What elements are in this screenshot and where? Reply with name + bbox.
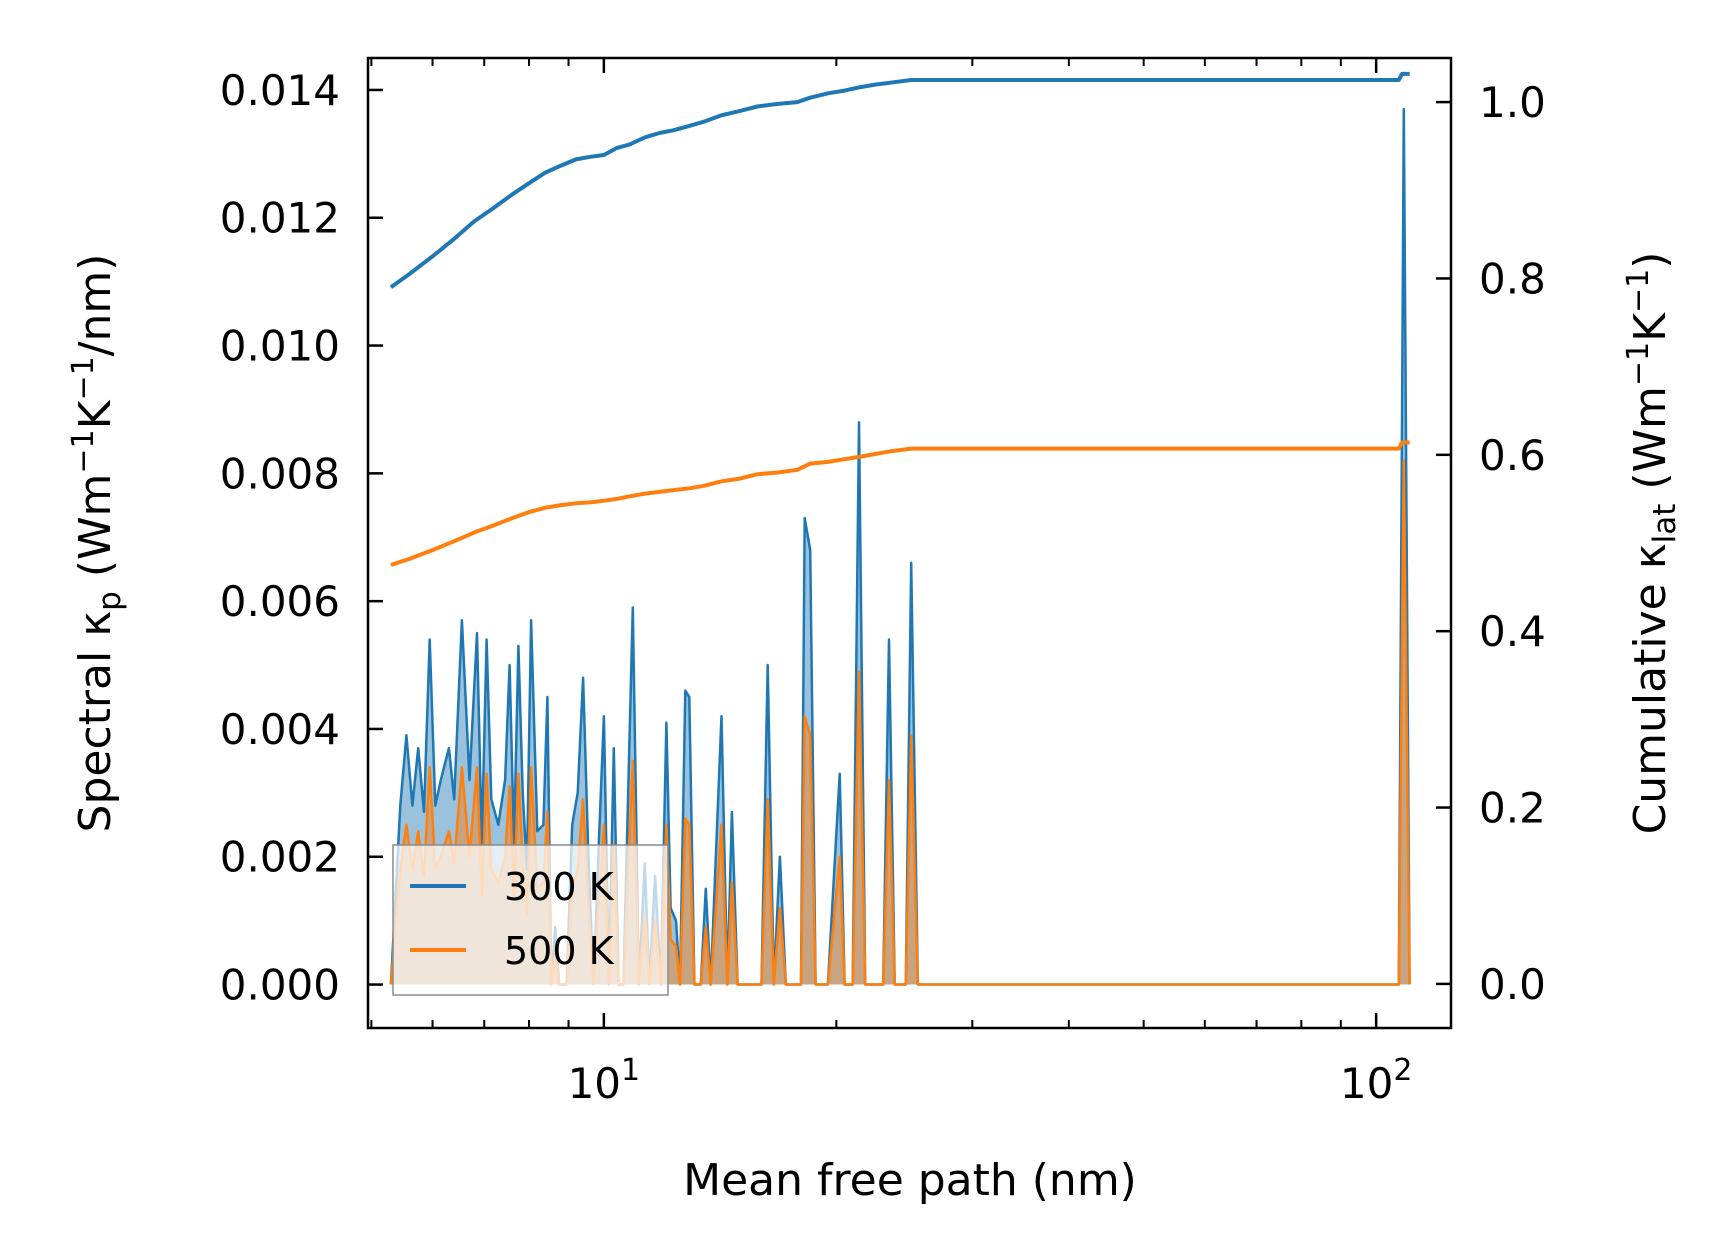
x-tick-label-exponent: 2 bbox=[1393, 1053, 1412, 1088]
y-right-tick-label: 0.8 bbox=[1479, 254, 1546, 303]
y-right-tick-label: 0.6 bbox=[1479, 431, 1546, 480]
x-axis-label: Mean free path (nm) bbox=[683, 1155, 1137, 1206]
y-right-tick-label: 1.0 bbox=[1479, 78, 1546, 127]
y-left-axis-label: Spectral κp (Wm−1K−1/nm) bbox=[66, 254, 128, 833]
y-right-label-part: K bbox=[1625, 312, 1676, 342]
cumulative-line-500k bbox=[390, 440, 1410, 567]
plot-frame bbox=[366, 56, 1453, 1030]
legend-label-500k: 500 K bbox=[504, 929, 615, 973]
cumulative-line-300k bbox=[389, 71, 1410, 289]
y-right-axis-label: Cumulative κlat (Wm−1K−1) bbox=[1621, 252, 1683, 835]
y-right-tick-label: 0.0 bbox=[1479, 960, 1546, 1009]
y-left-tick-label: 0.000 bbox=[220, 961, 340, 1010]
legend-box bbox=[392, 844, 669, 996]
ticks-layer: 101 1020.0000.0020.0040.0060.0080.0100.01… bbox=[220, 58, 1546, 1108]
x-tick-label: 101 bbox=[568, 1053, 641, 1108]
y-left-tick-label: 0.004 bbox=[220, 705, 340, 754]
x-tick-label-exponent: 1 bbox=[621, 1053, 640, 1088]
y-left-label-part: Spectral κ bbox=[70, 611, 121, 833]
y-right-label-sup: −1 bbox=[1621, 269, 1656, 313]
legend: 300 K 500 K bbox=[392, 844, 669, 996]
x-tick-label-base: 10 bbox=[568, 1059, 621, 1108]
y-left-tick-label: 0.008 bbox=[220, 449, 340, 498]
y-left-tick-label: 0.012 bbox=[220, 194, 340, 243]
y-right-label-sub: lat bbox=[1647, 504, 1683, 544]
y-left-label-part: K bbox=[70, 399, 121, 429]
x-tick-label: 102 bbox=[1340, 1053, 1413, 1108]
y-left-label-sup: −1 bbox=[66, 429, 101, 473]
y-right-label-part: Cumulative κ bbox=[1625, 543, 1676, 834]
y-left-tick-label: 0.006 bbox=[220, 577, 340, 626]
legend-label-300k: 300 K bbox=[504, 865, 615, 909]
y-left-label-part: /nm) bbox=[70, 254, 121, 357]
x-tick-label-base: 10 bbox=[1340, 1059, 1393, 1108]
y-right-label-part: ) bbox=[1625, 252, 1676, 269]
y-right-tick-label: 0.2 bbox=[1479, 784, 1546, 833]
y-left-label-sub: p bbox=[92, 591, 128, 611]
cumulative-layer bbox=[389, 71, 1410, 567]
y-left-tick-label: 0.010 bbox=[220, 322, 340, 371]
y-right-label-sup: −1 bbox=[1621, 342, 1656, 386]
y-left-label-sup: −1 bbox=[66, 356, 101, 400]
y-left-tick-label: 0.014 bbox=[220, 66, 340, 115]
y-right-label-part: (Wm bbox=[1625, 386, 1676, 504]
y-right-tick-label: 0.4 bbox=[1479, 607, 1546, 656]
y-left-label-part: (Wm bbox=[70, 474, 121, 592]
y-left-tick-label: 0.002 bbox=[220, 833, 340, 882]
